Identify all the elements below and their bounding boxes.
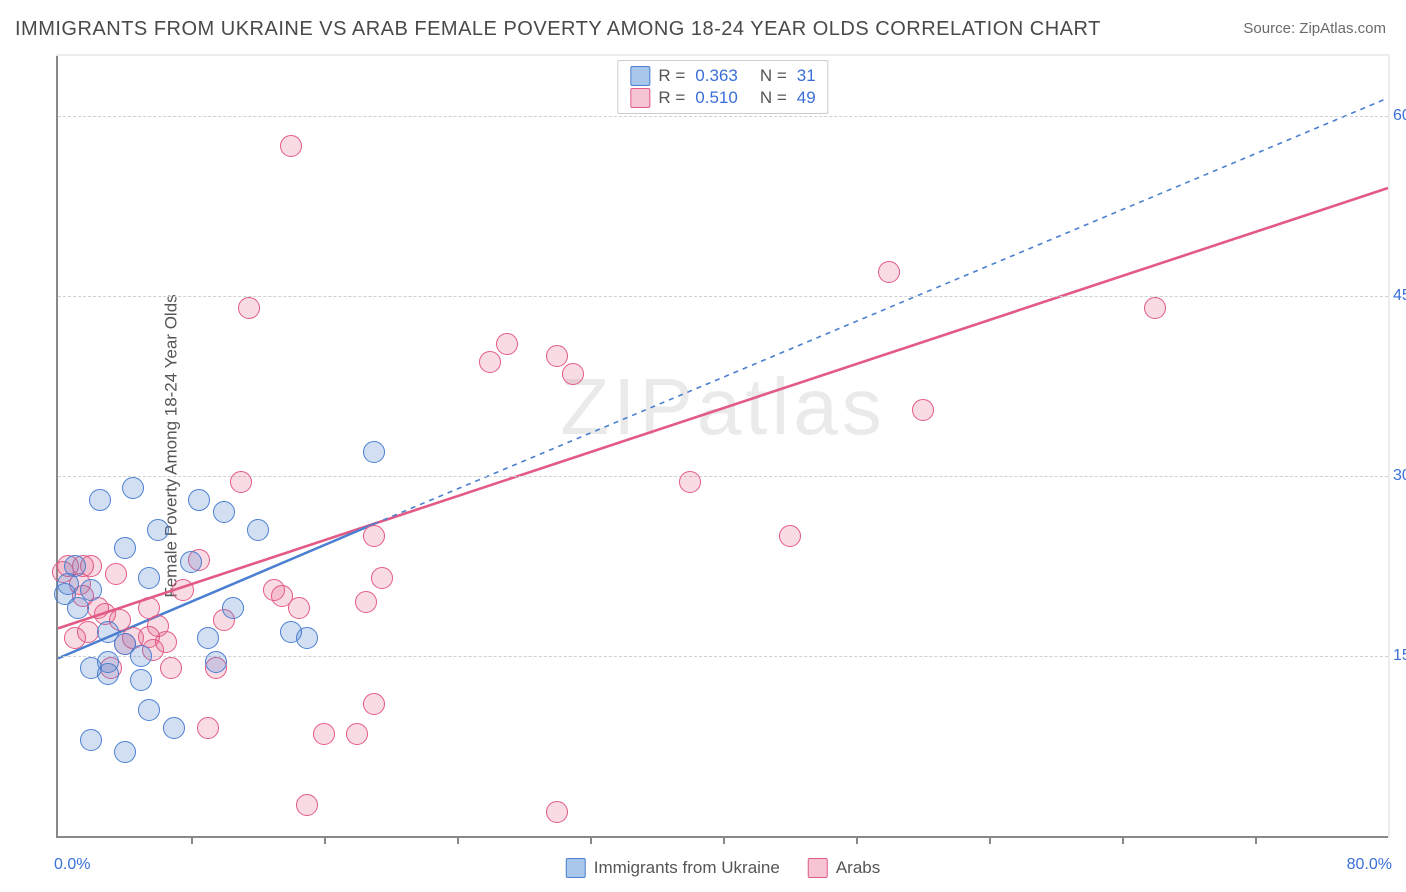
data-point-arabs bbox=[296, 794, 318, 816]
data-point-arabs bbox=[172, 579, 194, 601]
watermark: ZIPatlas bbox=[560, 361, 885, 453]
y-axis-label: Female Poverty Among 18-24 Year Olds bbox=[162, 294, 182, 597]
data-point-arabs bbox=[197, 717, 219, 739]
legend-r-label: R = bbox=[658, 65, 685, 87]
y-tick-label: 15.0% bbox=[1393, 647, 1406, 665]
data-point-ukraine bbox=[67, 597, 89, 619]
gridline-h bbox=[58, 116, 1388, 117]
data-point-arabs bbox=[1144, 297, 1166, 319]
data-point-ukraine bbox=[114, 537, 136, 559]
data-point-arabs bbox=[562, 363, 584, 385]
gridline-h bbox=[58, 476, 1388, 477]
source-name: ZipAtlas.com bbox=[1299, 20, 1386, 37]
data-point-arabs bbox=[363, 693, 385, 715]
data-point-arabs bbox=[371, 567, 393, 589]
data-point-ukraine bbox=[247, 519, 269, 541]
legend-n-value: 49 bbox=[797, 87, 816, 109]
data-point-ukraine bbox=[80, 657, 102, 679]
data-point-ukraine bbox=[163, 717, 185, 739]
data-point-ukraine bbox=[130, 645, 152, 667]
data-point-arabs bbox=[346, 723, 368, 745]
x-axis-max-label: 80.0% bbox=[1347, 856, 1392, 874]
data-point-arabs bbox=[479, 351, 501, 373]
data-point-arabs bbox=[912, 399, 934, 421]
data-point-arabs bbox=[496, 333, 518, 355]
legend-row: R = 0.363 N = 31 bbox=[630, 65, 815, 87]
legend-n-label: N = bbox=[760, 65, 787, 87]
plot-area: Female Poverty Among 18-24 Year Olds ZIP… bbox=[56, 56, 1388, 838]
legend-r-value: 0.510 bbox=[695, 87, 738, 109]
legend-r-value: 0.363 bbox=[695, 65, 738, 87]
x-tick bbox=[989, 836, 991, 844]
data-point-arabs bbox=[363, 525, 385, 547]
data-point-ukraine bbox=[222, 597, 244, 619]
data-point-arabs bbox=[546, 801, 568, 823]
legend-item: Immigrants from Ukraine bbox=[566, 858, 780, 878]
x-tick bbox=[457, 836, 459, 844]
data-point-ukraine bbox=[213, 501, 235, 523]
data-point-arabs bbox=[355, 591, 377, 613]
x-axis-min-label: 0.0% bbox=[54, 856, 90, 874]
legend-series-label: Arabs bbox=[836, 858, 880, 878]
y-tick-label: 45.0% bbox=[1393, 287, 1406, 305]
data-point-ukraine bbox=[363, 441, 385, 463]
page-title: IMMIGRANTS FROM UKRAINE VS ARAB FEMALE P… bbox=[15, 18, 1101, 41]
data-point-arabs bbox=[779, 525, 801, 547]
data-point-arabs bbox=[546, 345, 568, 367]
data-point-arabs bbox=[679, 471, 701, 493]
source-credit: Source: ZipAtlas.com bbox=[1243, 20, 1386, 37]
x-tick bbox=[324, 836, 326, 844]
data-point-ukraine bbox=[138, 567, 160, 589]
legend-correlation: R = 0.363 N = 31 R = 0.510 N = 49 bbox=[617, 60, 828, 114]
data-point-ukraine bbox=[296, 627, 318, 649]
data-point-ukraine bbox=[205, 651, 227, 673]
data-point-ukraine bbox=[80, 579, 102, 601]
data-point-ukraine bbox=[89, 489, 111, 511]
legend-n-label: N = bbox=[760, 87, 787, 109]
x-tick bbox=[723, 836, 725, 844]
data-point-arabs bbox=[288, 597, 310, 619]
data-point-arabs bbox=[155, 631, 177, 653]
data-point-ukraine bbox=[180, 551, 202, 573]
legend-swatch-blue bbox=[630, 66, 650, 86]
data-point-arabs bbox=[878, 261, 900, 283]
legend-series: Immigrants from Ukraine Arabs bbox=[566, 858, 881, 878]
source-prefix: Source: bbox=[1243, 20, 1299, 37]
data-point-ukraine bbox=[80, 729, 102, 751]
legend-r-label: R = bbox=[658, 87, 685, 109]
data-point-ukraine bbox=[147, 519, 169, 541]
legend-swatch-blue bbox=[566, 858, 586, 878]
data-point-ukraine bbox=[122, 477, 144, 499]
data-point-arabs bbox=[238, 297, 260, 319]
x-tick bbox=[1122, 836, 1124, 844]
legend-row: R = 0.510 N = 49 bbox=[630, 87, 815, 109]
data-point-ukraine bbox=[197, 627, 219, 649]
data-point-arabs bbox=[160, 657, 182, 679]
data-point-ukraine bbox=[130, 669, 152, 691]
legend-swatch-pink bbox=[808, 858, 828, 878]
data-point-ukraine bbox=[138, 699, 160, 721]
trend-lines bbox=[58, 56, 1388, 836]
gridline-h bbox=[58, 656, 1388, 657]
y-tick-label: 30.0% bbox=[1393, 467, 1406, 485]
y-tick-label: 60.0% bbox=[1393, 107, 1406, 125]
legend-item: Arabs bbox=[808, 858, 880, 878]
legend-n-value: 31 bbox=[797, 65, 816, 87]
x-tick bbox=[1255, 836, 1257, 844]
legend-series-label: Immigrants from Ukraine bbox=[594, 858, 780, 878]
data-point-arabs bbox=[105, 563, 127, 585]
data-point-arabs bbox=[313, 723, 335, 745]
legend-swatch-pink bbox=[630, 88, 650, 108]
data-point-arabs bbox=[280, 135, 302, 157]
gridline-h bbox=[58, 296, 1388, 297]
x-tick bbox=[856, 836, 858, 844]
data-point-arabs bbox=[64, 627, 86, 649]
data-point-ukraine bbox=[188, 489, 210, 511]
x-tick bbox=[191, 836, 193, 844]
data-point-ukraine bbox=[114, 741, 136, 763]
data-point-arabs bbox=[230, 471, 252, 493]
x-tick bbox=[590, 836, 592, 844]
